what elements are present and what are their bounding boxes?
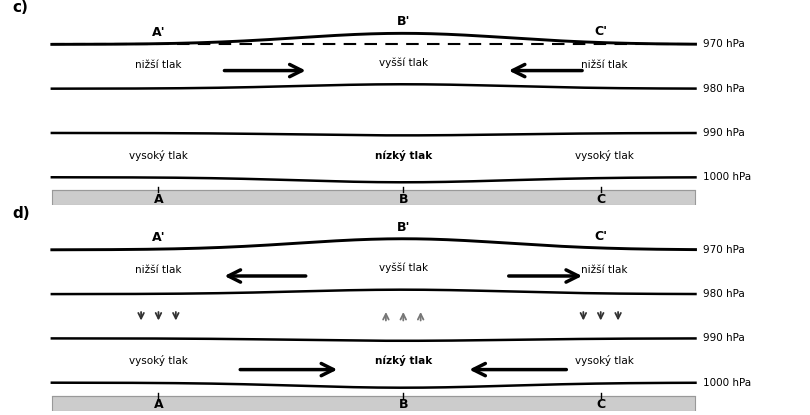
Text: 980 hPa: 980 hPa (703, 84, 745, 94)
Text: vysoký tlak: vysoký tlak (575, 149, 634, 161)
Text: A: A (154, 398, 164, 411)
Text: B': B' (397, 221, 410, 234)
Text: d): d) (12, 205, 30, 220)
Text: c): c) (12, 0, 28, 15)
Text: 1000 hPa: 1000 hPa (703, 172, 752, 182)
Bar (52, 396, 696, 411)
Text: 970 hPa: 970 hPa (703, 39, 745, 49)
Text: A': A' (151, 231, 165, 244)
Bar (52, 190, 696, 205)
Text: B: B (399, 398, 408, 411)
Text: nižší tlak: nižší tlak (582, 265, 628, 275)
Text: A': A' (151, 26, 165, 39)
Text: nízký tlak: nízký tlak (375, 355, 432, 366)
Text: 990 hPa: 990 hPa (703, 128, 745, 138)
Text: A: A (154, 193, 164, 206)
Text: C: C (596, 398, 605, 411)
Text: vyšší tlak: vyšší tlak (379, 263, 428, 273)
Text: 970 hPa: 970 hPa (703, 245, 745, 255)
Text: C': C' (595, 230, 608, 243)
Text: vysoký tlak: vysoký tlak (575, 355, 634, 366)
Text: B': B' (397, 15, 410, 28)
Text: nižší tlak: nižší tlak (582, 59, 628, 70)
Text: nízký tlak: nízký tlak (375, 149, 432, 161)
Text: C': C' (595, 24, 608, 37)
Text: 980 hPa: 980 hPa (703, 289, 745, 299)
Text: 1000 hPa: 1000 hPa (703, 378, 752, 388)
Text: B: B (399, 193, 408, 206)
Text: nižší tlak: nižší tlak (135, 59, 181, 70)
Text: nižší tlak: nižší tlak (135, 265, 181, 275)
Text: vyšší tlak: vyšší tlak (379, 57, 428, 68)
Text: C: C (596, 193, 605, 206)
Text: vysoký tlak: vysoký tlak (129, 149, 188, 161)
Text: 990 hPa: 990 hPa (703, 333, 745, 343)
Text: vysoký tlak: vysoký tlak (129, 355, 188, 366)
